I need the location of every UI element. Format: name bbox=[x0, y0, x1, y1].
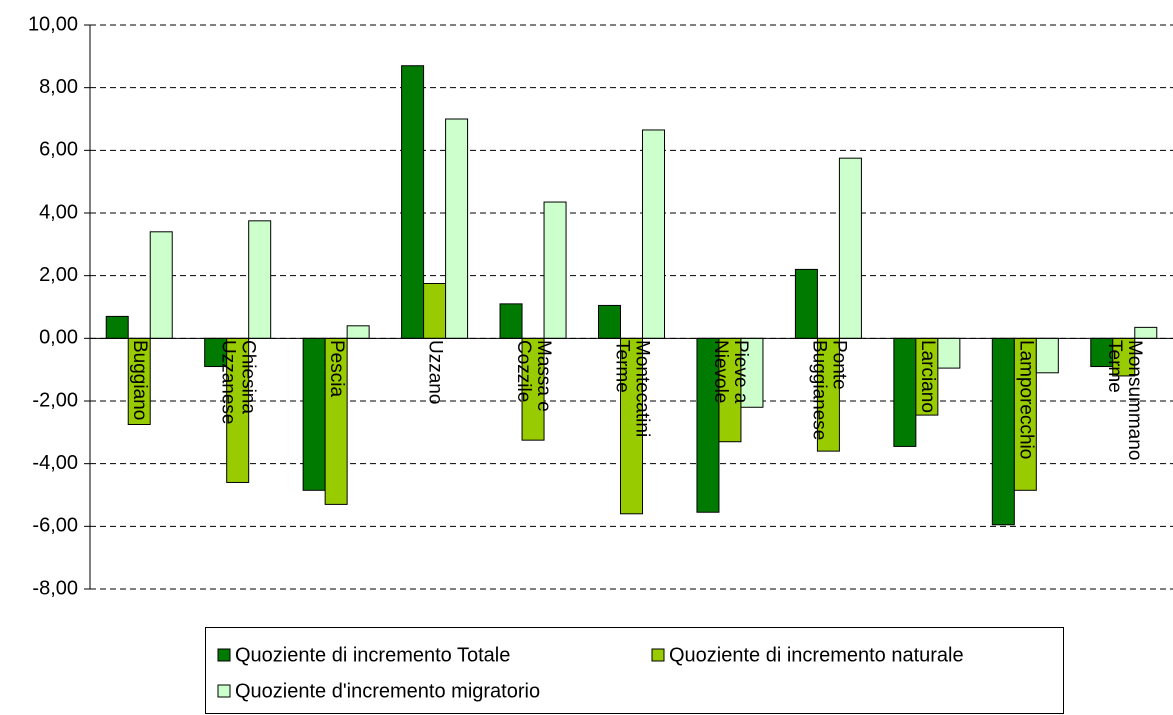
y-tick-label: 10,00 bbox=[28, 13, 78, 35]
y-tick-label: -6,00 bbox=[32, 515, 78, 537]
legend-swatch bbox=[651, 648, 665, 662]
bar bbox=[302, 337, 326, 491]
y-tick-label: -4,00 bbox=[32, 452, 78, 474]
bar bbox=[991, 337, 1015, 526]
bar bbox=[499, 303, 523, 339]
y-tick-label: 8,00 bbox=[39, 76, 78, 98]
y-tick-label: 0,00 bbox=[39, 327, 78, 349]
x-tick-label: Buggiano bbox=[129, 340, 151, 421]
bar bbox=[445, 118, 469, 339]
bar bbox=[1134, 326, 1158, 339]
bar bbox=[642, 129, 665, 339]
x-tick-label: Pescia bbox=[326, 340, 348, 398]
bar bbox=[346, 325, 370, 339]
legend-swatch bbox=[217, 648, 231, 662]
bar bbox=[423, 283, 447, 339]
x-tick-label: Larciano bbox=[916, 340, 938, 414]
bar bbox=[1035, 337, 1059, 374]
legend-swatch bbox=[217, 684, 231, 698]
y-tick-label: 2,00 bbox=[39, 264, 78, 286]
bar bbox=[248, 220, 272, 339]
x-tick-label: Chiesina Uzzanese bbox=[217, 340, 259, 425]
bar bbox=[149, 231, 173, 339]
bar bbox=[893, 337, 917, 447]
y-tick-label: 6,00 bbox=[39, 139, 78, 161]
y-tick-label: -8,00 bbox=[32, 577, 78, 599]
bar bbox=[543, 201, 567, 339]
x-tick-label: Montecatini Terme bbox=[611, 340, 653, 438]
bar bbox=[838, 157, 862, 339]
x-tick-label: Pieve a Nievole bbox=[709, 340, 751, 404]
legend-label: Quoziente di incremento Totale bbox=[235, 644, 510, 666]
y-tick-label: 4,00 bbox=[39, 201, 78, 223]
x-tick-label: Ponte Buggianese bbox=[808, 340, 850, 441]
legend-label: Quoziente d'incremento migratorio bbox=[235, 680, 540, 702]
bar bbox=[401, 65, 425, 339]
x-tick-label: Lamporecchio bbox=[1015, 340, 1037, 460]
legend-label: Quoziente di incremento naturale bbox=[669, 644, 964, 666]
bar bbox=[598, 304, 621, 339]
bar bbox=[794, 268, 818, 339]
legend-box bbox=[205, 627, 1064, 714]
x-tick-label: Uzzano bbox=[424, 340, 446, 405]
bar bbox=[105, 315, 129, 339]
bar bbox=[937, 337, 961, 369]
x-tick-label: Massa e Cozzile bbox=[513, 340, 555, 413]
x-tick-label: Monsummano Terme bbox=[1103, 340, 1145, 461]
y-tick-label: -2,00 bbox=[32, 389, 78, 411]
